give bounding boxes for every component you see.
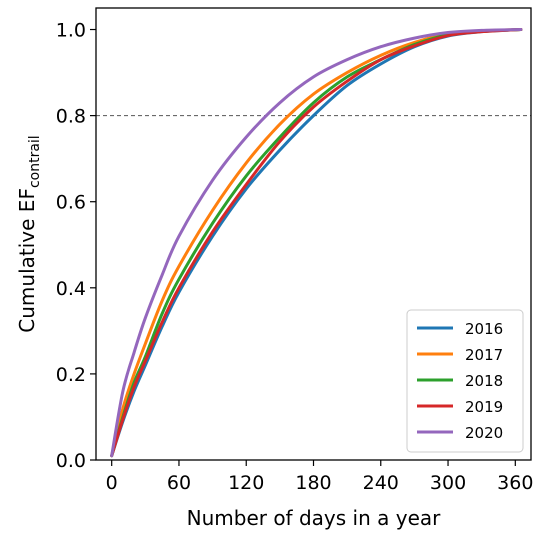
series-line-2020 [110, 28, 523, 458]
x-tick-label: 180 [295, 472, 331, 494]
x-tick-label: 360 [497, 472, 533, 494]
y-tick-label: 0.8 [56, 106, 86, 128]
plot-content [96, 28, 531, 458]
y-tick-label: 0.0 [56, 450, 86, 472]
x-tick-label: 120 [228, 472, 264, 494]
legend: 2016 2017 2018 2019 2020 [406, 309, 524, 453]
legend-label-2019: 2019 [465, 398, 503, 416]
y-tick-label: 0.2 [56, 364, 86, 386]
x-axis-ticks: 0 60 120 180 240 300 360 [106, 460, 533, 494]
y-tick-label: 1.0 [56, 20, 86, 42]
legend-label-2016: 2016 [465, 320, 503, 338]
legend-box [406, 309, 524, 453]
x-tick-label: 240 [363, 472, 399, 494]
legend-label-2017: 2017 [465, 346, 503, 364]
series-line-2019 [110, 28, 523, 458]
y-tick-label: 0.6 [56, 192, 86, 214]
y-axis-label-main: Cumulative EF [15, 188, 39, 333]
legend-label-2018: 2018 [465, 372, 503, 390]
x-tick-label: 0 [106, 472, 118, 494]
x-axis-label: Number of days in a year [187, 506, 441, 530]
y-axis-label-subscript: contrail [27, 135, 43, 188]
y-axis-label: Cumulative EFcontrail [15, 135, 43, 332]
y-tick-label: 0.4 [56, 278, 86, 300]
x-tick-label: 60 [167, 472, 191, 494]
y-axis-ticks: 0.0 0.2 0.4 0.6 0.8 1.0 [56, 20, 96, 472]
x-tick-label: 300 [430, 472, 466, 494]
legend-label-2020: 2020 [465, 424, 503, 442]
